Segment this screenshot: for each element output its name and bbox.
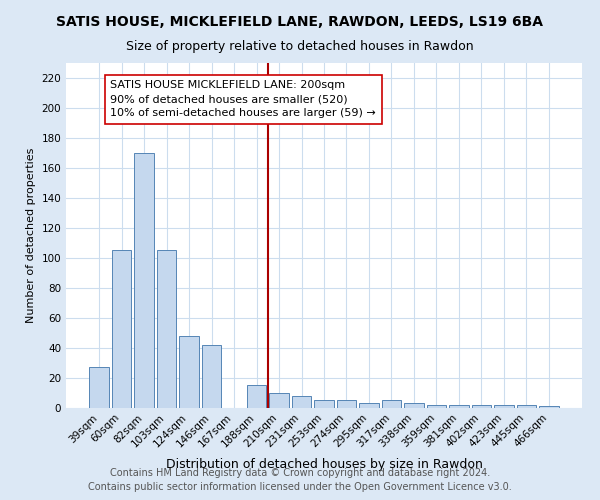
Bar [449, 404, 469, 407]
Text: Size of property relative to detached houses in Rawdon: Size of property relative to detached ho… [126, 40, 474, 53]
Bar [292, 396, 311, 407]
Bar [179, 336, 199, 407]
Bar [382, 400, 401, 407]
Bar [314, 400, 334, 407]
Bar [247, 385, 266, 407]
Bar [157, 250, 176, 408]
Text: Contains HM Land Registry data © Crown copyright and database right 2024.
Contai: Contains HM Land Registry data © Crown c… [88, 468, 512, 492]
Bar [112, 250, 131, 408]
Bar [337, 400, 356, 407]
Text: SATIS HOUSE, MICKLEFIELD LANE, RAWDON, LEEDS, LS19 6BA: SATIS HOUSE, MICKLEFIELD LANE, RAWDON, L… [56, 15, 544, 29]
Bar [134, 152, 154, 408]
Bar [517, 404, 536, 407]
Y-axis label: Number of detached properties: Number of detached properties [26, 148, 36, 322]
Bar [359, 403, 379, 407]
Bar [494, 404, 514, 407]
Text: SATIS HOUSE MICKLEFIELD LANE: 200sqm
90% of detached houses are smaller (520)
10: SATIS HOUSE MICKLEFIELD LANE: 200sqm 90%… [110, 80, 376, 118]
Bar [404, 403, 424, 407]
Bar [89, 367, 109, 408]
Bar [427, 404, 446, 407]
X-axis label: Distribution of detached houses by size in Rawdon: Distribution of detached houses by size … [166, 458, 482, 470]
Bar [269, 392, 289, 407]
Bar [472, 404, 491, 407]
Bar [202, 344, 221, 408]
Bar [539, 406, 559, 407]
